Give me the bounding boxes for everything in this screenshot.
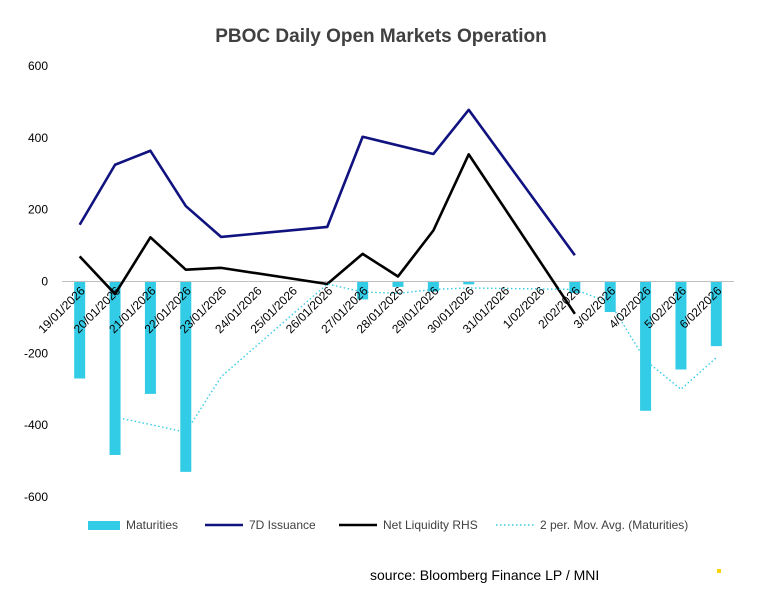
- maturities-bar: [74, 281, 86, 379]
- y-tick-label: 600: [28, 59, 48, 73]
- maturities-bar: [640, 281, 652, 411]
- brand-mark: [717, 569, 721, 573]
- maturities-bar: [675, 281, 687, 370]
- y-tick-label: 200: [28, 203, 48, 217]
- y-tick-label: -400: [24, 418, 48, 432]
- legend: Maturities 7D Issuance Net Liquidity RHS 2 …: [88, 518, 688, 532]
- 2-per-mov-avg-maturities-line: [114, 283, 717, 434]
- net-liquidity-rhs-line: [78, 153, 576, 315]
- legend-swatch-maturities: [88, 521, 120, 530]
- maturities-bar: [463, 281, 475, 285]
- maturities-bar: [144, 281, 156, 394]
- maturities-bar: [109, 281, 121, 455]
- maturities-bar: [569, 281, 581, 293]
- legend-label-net-liquidity-rhs: Net Liquidity RHS: [383, 518, 478, 532]
- legend-label-7d-issuance: 7D Issuance: [249, 518, 316, 532]
- chart-title: PBOC Daily Open Markets Operation: [215, 26, 547, 47]
- source-note: source: Bloomberg Finance LP / MNI: [370, 567, 599, 583]
- legend-label-2-per-mov-avg-maturities: 2 per. Mov. Avg. (Maturities): [540, 518, 688, 532]
- bar-series-maturities: [74, 281, 722, 472]
- maturities-bar: [604, 281, 616, 313]
- legend-label-maturities: Maturities: [126, 518, 178, 532]
- maturities-bar: [357, 281, 369, 300]
- 7d-issuance-line: [78, 108, 576, 257]
- maturities-bar: [710, 281, 722, 347]
- line-series: [78, 108, 717, 434]
- y-tick-label: -200: [24, 346, 48, 360]
- maturities-bar: [427, 281, 439, 292]
- y-axis: 600 400 200 0 -200 -400 -600: [24, 59, 48, 504]
- y-tick-label: 400: [28, 131, 48, 145]
- y-tick-label: 0: [41, 275, 48, 289]
- maturities-bar: [392, 281, 404, 287]
- y-tick-label: -600: [24, 490, 48, 504]
- maturities-bar: [180, 281, 192, 472]
